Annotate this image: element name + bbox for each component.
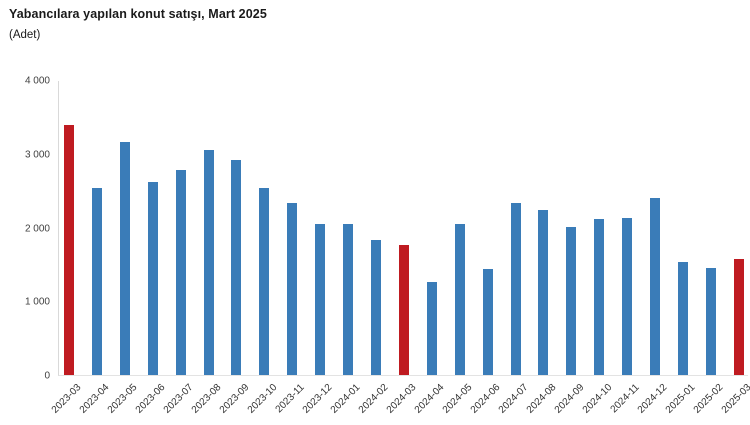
bar — [119, 142, 130, 375]
y-axis-tick-label: 3 000 — [24, 149, 50, 161]
x-axis-tick-label: 2023-08 — [189, 382, 224, 416]
bar — [454, 223, 465, 375]
x-axis-tick-label: 2024-06 — [468, 382, 503, 416]
bar-group: 2024-03 — [385, 81, 419, 416]
bar — [315, 223, 326, 375]
y-axis-tick-label: 2 000 — [24, 223, 50, 234]
bar — [175, 169, 186, 375]
x-axis-tick-label: 2023-12 — [301, 382, 335, 416]
bar-group: 2024-11 — [609, 81, 642, 415]
bar-group: 2024-02 — [357, 81, 391, 416]
bar-group: 2023-11 — [274, 81, 307, 415]
x-axis-tick-label: 2024-04 — [412, 382, 447, 416]
bar — [594, 219, 605, 375]
bar — [510, 203, 521, 375]
bar-group: 2023-04 — [78, 81, 112, 416]
bar — [482, 269, 493, 375]
bar-group: 2024-12 — [636, 81, 670, 416]
bar-group: 2024-07 — [497, 81, 530, 416]
x-axis-tick-label: 2025-03 — [719, 382, 750, 416]
bar-highlighted — [733, 259, 744, 375]
bar-group: 2024-01 — [329, 81, 363, 416]
bar — [426, 282, 437, 375]
bar — [622, 217, 633, 375]
bar-group: 2024-10 — [580, 81, 614, 416]
x-axis-tick-label: 2023-03 — [50, 382, 84, 416]
bar-group: 2023-09 — [217, 81, 251, 416]
bar — [343, 223, 354, 375]
x-axis-tick-label: 2023-10 — [245, 382, 280, 416]
x-axis-tick-label: 2024-03 — [384, 382, 419, 416]
bar — [650, 197, 661, 375]
x-axis-tick-label: 2024-10 — [580, 382, 614, 416]
bar-group: 2024-09 — [552, 81, 586, 416]
x-axis-tick-label: 2024-09 — [552, 382, 587, 416]
x-axis-tick-label: 2024-12 — [636, 382, 670, 416]
x-axis-tick-label: 2024-02 — [357, 382, 391, 416]
bar — [287, 202, 298, 375]
bar — [203, 150, 214, 375]
bar — [370, 240, 381, 375]
bar-group: 2023-12 — [301, 81, 335, 416]
bar-group: 2023-05 — [106, 81, 140, 416]
bar-group: 2025-03 — [720, 81, 750, 416]
bar — [677, 261, 688, 375]
bar — [147, 182, 158, 375]
x-axis-tick-label: 2024-11 — [608, 382, 642, 416]
bar-group: 2024-05 — [441, 81, 474, 416]
x-axis-tick-label: 2024-08 — [524, 382, 559, 416]
bars: 2023-03 2023-04 2023-05 2023-06 2023-07 2023-… — [50, 81, 750, 416]
x-axis-tick-label: 2023-07 — [161, 382, 196, 416]
bar-group: 2023-06 — [134, 81, 167, 416]
bar — [538, 209, 549, 375]
bar-group: 2024-08 — [524, 81, 558, 416]
y-axis-tick-label: 4 000 — [24, 75, 50, 87]
y-axis-tick-label: 1 000 — [24, 296, 50, 308]
y-axis-tick-label: 0 — [44, 370, 50, 382]
bar — [231, 160, 242, 375]
plot-area: 2023-03 2023-04 2023-05 2023-06 2023-07 2023-… — [50, 81, 750, 416]
bar-highlighted — [398, 244, 409, 375]
x-axis-tick-label: 2024-05 — [440, 382, 475, 416]
x-axis-tick-label: 2023-05 — [105, 382, 140, 416]
chart-title: Yabancılara yapılan konut satışı, Mart 2… — [9, 7, 267, 21]
x-axis-tick-label: 2023-06 — [133, 382, 168, 416]
x-axis-tick-label: 2025-01 — [663, 382, 698, 416]
bar — [705, 268, 716, 375]
bar-group: 2023-10 — [245, 81, 279, 416]
bar — [566, 227, 577, 375]
bar-group: 2024-04 — [413, 81, 447, 416]
x-axis-tick-label: 2024-07 — [496, 382, 531, 416]
bar — [259, 188, 270, 375]
chart-unit-label: (Adet) — [9, 29, 41, 41]
bar-group: 2025-02 — [692, 81, 726, 416]
x-axis-tick-label: 2024-01 — [329, 382, 363, 416]
bar — [91, 187, 102, 375]
y-axis: 0 1 000 2 000 3 000 4 000 — [0, 76, 50, 382]
bar-group: 2024-06 — [469, 81, 502, 416]
x-axis-tick-label: 2025-02 — [691, 382, 726, 416]
x-axis-tick-label: 2023-09 — [217, 382, 252, 416]
bar-highlighted — [64, 124, 74, 375]
bar-group: 2023-07 — [162, 81, 195, 416]
bar-group: 2023-03 — [50, 81, 84, 416]
x-axis-tick-label: 2023-04 — [77, 382, 112, 416]
bar-group: 2025-01 — [664, 81, 698, 416]
bar-group: 2023-08 — [190, 81, 223, 416]
